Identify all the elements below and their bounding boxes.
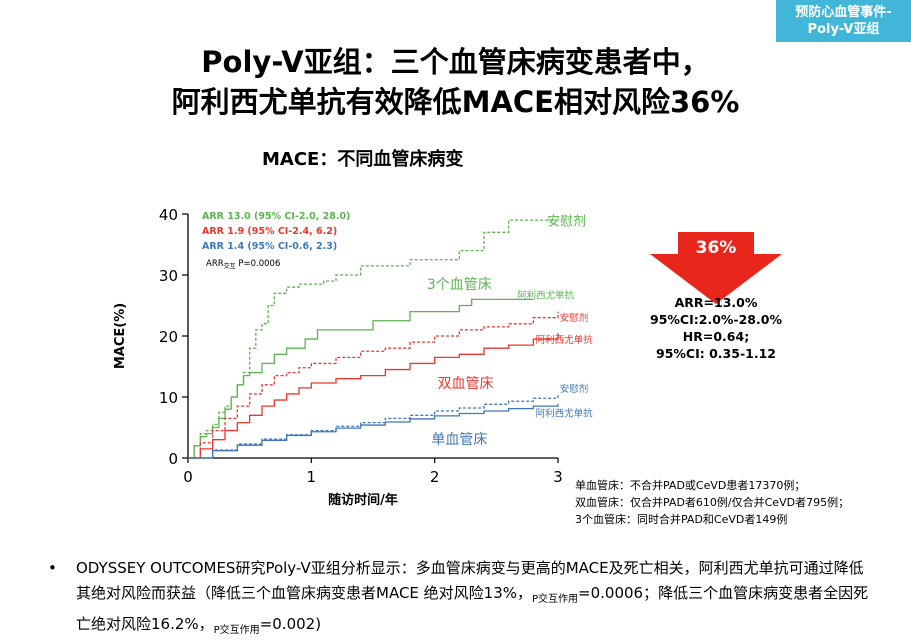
page-title-line2: 阿利西尤单抗有效降低MACE相对风险36% — [171, 85, 740, 119]
hr-line-4: 95%CI: 0.35-1.12 — [656, 346, 776, 361]
chart-title: MACE：不同血管床病变 — [262, 149, 464, 170]
arrow-shape — [650, 232, 782, 304]
series-line — [188, 403, 559, 459]
bullet-sub-1: P交互作用 — [532, 594, 579, 605]
x-axis-label: 随访时间/年 — [328, 492, 398, 508]
bullet-dot: • — [48, 559, 57, 577]
hr-line-3: HR=0.64; — [682, 329, 750, 344]
chart-series — [188, 219, 559, 459]
series-label: 阿利西尤单抗 — [536, 334, 594, 346]
y-tick-label: 10 — [159, 389, 178, 407]
section-tag: 预防心血管事件- Poly-V亚组 — [776, 0, 911, 42]
bullet-sub-2: P交互作用 — [213, 625, 260, 636]
y-axis-label: MACE(%) — [113, 303, 128, 369]
bullet-part-3: =0.002) — [259, 615, 322, 633]
hr-line-1: ARR=13.0% — [674, 295, 758, 310]
group-label: 双血管床 — [438, 376, 494, 392]
arr-legend-blue: ARR 1.4 (95% CI-0.6, 2.3) — [202, 241, 337, 252]
x-tick-label: 0 — [183, 468, 193, 486]
series-line — [188, 395, 559, 459]
footnote-3: 3个血管床：同时合并PAD和CeVD者149例 — [575, 513, 788, 526]
hr-percent: 36% — [695, 238, 737, 258]
y-tick-label: 40 — [159, 206, 178, 224]
arr-legend-red: ARR 1.9 (95% CI-2.4, 6.2) — [202, 226, 337, 237]
footnote-1: 单血管床：不合并PAD或CeVD患者17370例； — [575, 479, 806, 492]
y-tick-label: 30 — [159, 267, 178, 285]
bullet-text: ODYSSEY OUTCOMES研究Poly-V亚组分析显示：多血管床病变与更高… — [76, 556, 876, 643]
arr-p-rest: P=0.0006 — [236, 259, 281, 269]
bullet-part-1: ODYSSEY OUTCOMES研究Poly-V亚组分析显示：多血管床病变与更高… — [76, 559, 864, 602]
arr-legend: ARR 13.0 (95% CI-2.0, 28.0) ARR 1.9 (95%… — [202, 211, 350, 270]
series-label: 安慰剂 — [560, 312, 589, 324]
series-label: 阿利西尤单抗 — [517, 290, 575, 302]
group-label: 3个血管床 — [427, 277, 492, 293]
arr-p-main: ARR — [206, 259, 224, 269]
y-tick-label: 0 — [168, 450, 178, 468]
x-tick-label: 3 — [553, 468, 563, 486]
page-title: Poly-V亚组：三个血管床病变患者中， 阿利西尤单抗有效降低MACE相对风险3… — [0, 42, 911, 122]
hr-stats: ARR=13.0% 95%CI:2.0%-28.0% HR=0.64; 95%C… — [628, 294, 804, 362]
y-tick-label: 20 — [159, 328, 178, 346]
series-label: 阿利西尤单抗 — [536, 407, 594, 419]
footnotes: 单血管床：不合并PAD或CeVD患者17370例； 双血管床：仅合并PAD者61… — [575, 477, 849, 528]
series-label: 安慰剂 — [560, 383, 589, 395]
arr-p-sub: 交互 — [224, 262, 236, 270]
footnote-2: 双血管床：仅合并PAD者610例/仅合并CeVD者795例； — [575, 496, 850, 509]
arr-legend-green: ARR 13.0 (95% CI-2.0, 28.0) — [202, 211, 350, 222]
x-tick-label: 2 — [430, 468, 440, 486]
bullet-part-2: =0.0006；降低三个血管床病变患者全因死亡绝对风险16.2%， — [76, 584, 869, 633]
x-tick-label: 1 — [307, 468, 317, 486]
hr-line-2: 95%CI:2.0%-28.0% — [650, 312, 782, 327]
down-arrow-icon — [650, 232, 782, 304]
page-title-line1: Poly-V亚组：三个血管床病变患者中， — [201, 45, 710, 79]
series-line — [188, 311, 559, 459]
section-tag-line2: Poly-V亚组 — [807, 22, 880, 37]
series-line — [188, 332, 559, 459]
arr-interaction-p: ARR交互 P=0.0006 — [206, 259, 280, 270]
section-tag-line1: 预防心血管事件- — [795, 5, 892, 20]
group-label: 单血管床 — [431, 432, 487, 448]
series-line — [188, 219, 558, 459]
series-label: 安慰剂 — [547, 214, 586, 229]
